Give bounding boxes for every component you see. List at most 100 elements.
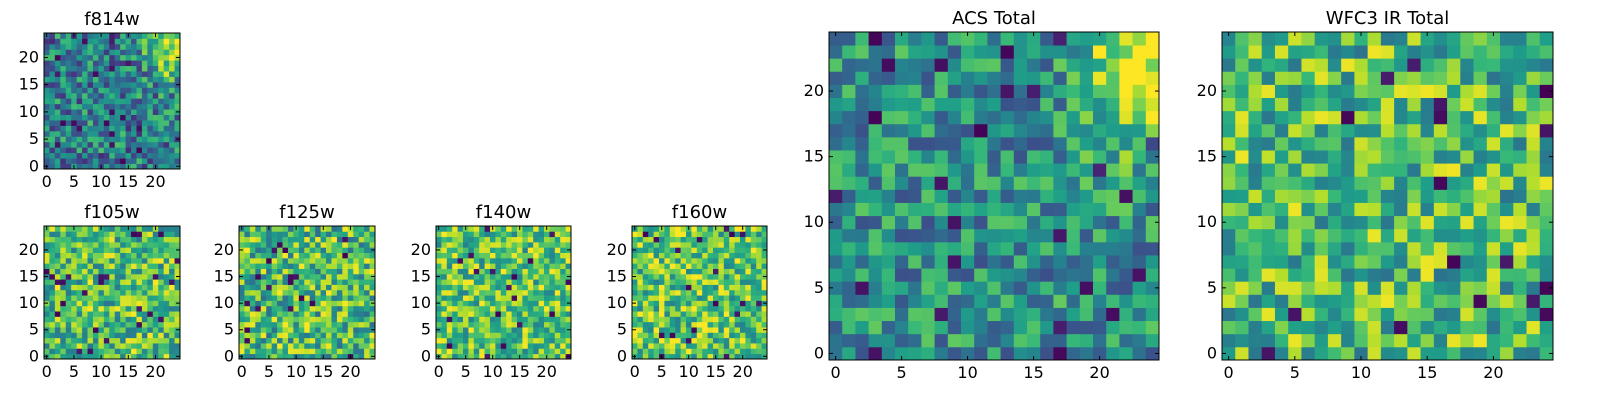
x-tick-label: 10 [1351, 363, 1371, 382]
heatmap-cell [484, 332, 491, 339]
heatmap-cell [495, 241, 502, 248]
heatmap-cell [734, 289, 741, 296]
heatmap-cell [517, 348, 523, 355]
heatmap-cell [1327, 307, 1342, 322]
heatmap-cell [707, 236, 714, 243]
heatmap-cell [44, 38, 50, 45]
heatmap-cell [560, 295, 566, 301]
heatmap-cell [1261, 32, 1276, 46]
heatmap-cell [1235, 176, 1249, 190]
heatmap-cell [1000, 202, 1015, 217]
heatmap-cell [277, 348, 283, 355]
heatmap-cell [54, 109, 61, 115]
heatmap-cell [729, 257, 735, 264]
heatmap-cell [49, 231, 56, 238]
heatmap-cell [87, 327, 94, 333]
heatmap-cell [1407, 84, 1421, 98]
heatmap-cell [260, 305, 267, 312]
heatmap-cell [750, 252, 757, 259]
heatmap-cell [675, 252, 681, 259]
heatmap-cell [664, 284, 671, 291]
heatmap-cell [648, 273, 654, 280]
heatmap-cell [1367, 58, 1382, 72]
heatmap-cell [71, 343, 78, 349]
heatmap-cell [484, 284, 491, 291]
heatmap-cell [158, 158, 165, 164]
heatmap-cell [500, 236, 507, 243]
heatmap-cell [479, 295, 485, 301]
heatmap-cell [249, 231, 256, 238]
heatmap-cell [65, 152, 72, 159]
heatmap-cell [934, 255, 949, 269]
heatmap-cell [82, 147, 88, 154]
heatmap-cell [446, 236, 453, 243]
heatmap-cell [125, 231, 132, 238]
heatmap-cell [1394, 123, 1408, 138]
heatmap-cell [560, 343, 566, 349]
heatmap-cell [65, 226, 72, 232]
heatmap-cell [549, 289, 556, 296]
heatmap-cell [336, 273, 343, 280]
heatmap-cell [277, 353, 283, 360]
heatmap-cell [347, 247, 354, 253]
heatmap-cell [304, 295, 311, 301]
heatmap-cell [131, 241, 137, 248]
heatmap-cell [1106, 255, 1120, 269]
heatmap-cell [152, 284, 159, 291]
heatmap-cell [446, 327, 453, 333]
heatmap-cell [750, 257, 757, 264]
heatmap-cell [653, 231, 660, 238]
heatmap-cell [745, 241, 752, 248]
heatmap-cell [103, 316, 110, 323]
heatmap-cell [287, 268, 294, 275]
heatmap-cell [152, 152, 159, 159]
heatmap-cell [441, 257, 448, 264]
heatmap-cell [114, 305, 121, 312]
heatmap-cell [152, 54, 159, 61]
heatmap-cell [468, 305, 475, 312]
heatmap-cell [347, 252, 354, 259]
heatmap-cell [120, 92, 126, 99]
heatmap-cell [1354, 45, 1369, 59]
heatmap-cell [260, 263, 267, 269]
heatmap-cell [961, 163, 975, 177]
heatmap-cell [82, 109, 88, 115]
heatmap-cell [114, 81, 121, 88]
heatmap-cell [1500, 176, 1514, 190]
heatmap-cell [490, 263, 496, 269]
heatmap-cell [974, 71, 988, 85]
heatmap-cell [1013, 163, 1028, 177]
heatmap-cell [500, 279, 507, 285]
heatmap-cell [60, 130, 67, 137]
heatmap-cell [98, 65, 105, 72]
heatmap-cell [71, 109, 78, 115]
heatmap-cell [87, 76, 94, 83]
heatmap-cell [648, 236, 654, 243]
heatmap-cell [473, 316, 480, 323]
heatmap-cell [282, 241, 289, 248]
heatmap-cell [249, 247, 256, 253]
heatmap-cell [131, 332, 137, 339]
heatmap-cell [244, 252, 251, 259]
heatmap-cell [147, 353, 154, 360]
heatmap-cell [961, 228, 975, 243]
heatmap-cell [1000, 176, 1015, 190]
heatmap-cell [675, 332, 681, 339]
heatmap-cell [544, 348, 550, 355]
heatmap-cell [664, 316, 671, 323]
heatmap-cell [713, 279, 719, 285]
heatmap-cell [98, 114, 105, 121]
heatmap-cell [125, 103, 132, 110]
heatmap-cell [1460, 268, 1474, 282]
heatmap-cell [642, 226, 649, 232]
heatmap-cell [71, 136, 78, 143]
heatmap-cell [271, 257, 278, 264]
heatmap-cell [147, 103, 154, 110]
heatmap-cell [136, 49, 143, 56]
heatmap-cell [1040, 150, 1054, 164]
heatmap-cell [473, 263, 480, 269]
heatmap-cell [315, 226, 321, 232]
heatmap-cell [255, 273, 262, 280]
heatmap-cell [1394, 58, 1408, 72]
